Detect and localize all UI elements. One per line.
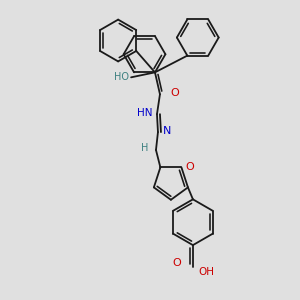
Text: H: H [141,143,148,153]
Text: HO: HO [114,72,129,82]
Text: O: O [170,88,179,98]
Text: O: O [185,162,194,172]
Text: HN: HN [137,108,153,118]
Text: N: N [163,126,171,136]
Text: O: O [172,258,181,268]
Text: OH: OH [198,267,214,277]
